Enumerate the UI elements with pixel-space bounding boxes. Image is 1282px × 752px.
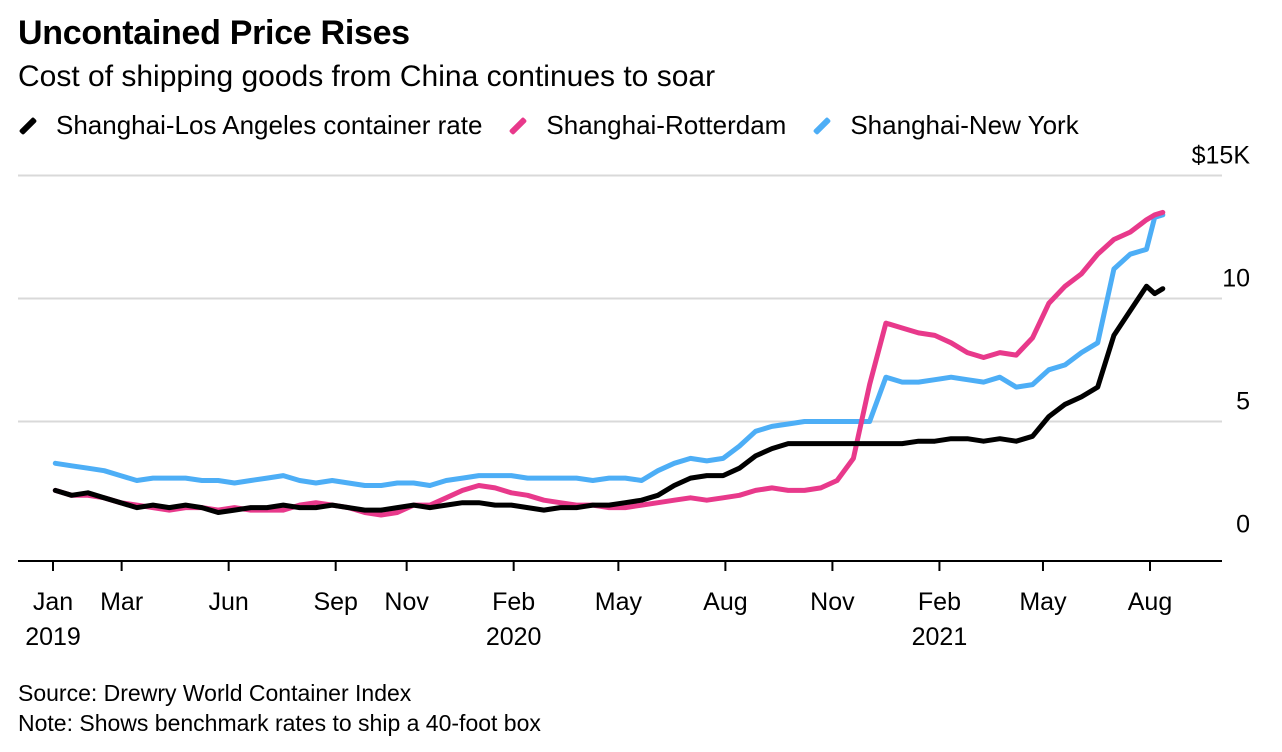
y-tick-label-5: 5 [1236,388,1250,416]
series-line-shanghai-rotterdam [52,209,1166,518]
x-tick-year-0: 2019 [25,623,81,651]
x-tick-label-0: Jan [33,588,73,616]
line-chart: 0 5 10 $15K Jan 2019 Mar Jun Sep Nov Feb 2020 May Aug… [18,142,1251,651]
y-tick-label-15: $15K [1192,142,1251,170]
x-tick-label-5: Feb [492,588,535,616]
x-tick-label-10: May [1019,588,1067,616]
legend-swatch-los-angeles [18,116,38,135]
legend-label-los-angeles: Shanghai-Los Angeles container rate [56,110,483,140]
legend: Shanghai-Los Angeles container rate Shan… [18,110,1105,141]
x-tick-year-9: 2021 [912,623,968,651]
series-line-shanghai-los-angeles-container-rate [52,283,1166,515]
x-tick-label-9: Feb [918,588,961,616]
legend-label-new-york: Shanghai-New York [850,110,1079,140]
y-tick-label-10: 10 [1222,265,1250,293]
x-tick-year-5: 2020 [486,623,542,651]
x-tick-label-8: Nov [810,588,855,616]
x-tick-label-4: Nov [384,588,429,616]
footnote: Note: Shows benchmark rates to ship a 40… [18,710,541,736]
footer: Source: Drewry World Container Index Not… [18,678,541,738]
legend-item-los-angeles: Shanghai-Los Angeles container rate [18,110,482,141]
chart-title: Uncontained Price Rises [18,14,410,52]
x-tick-label-2: Jun [209,588,249,616]
x-tick-label-7: Aug [703,588,747,616]
legend-swatch-rotterdam [509,116,528,135]
legend-item-new-york: Shanghai-New York [812,110,1079,141]
x-tick-label-3: Sep [313,588,357,616]
x-tick-label-11: Aug [1128,588,1172,616]
x-tick-label-6: May [595,588,643,616]
y-tick-label-0: 0 [1236,511,1250,539]
legend-item-rotterdam: Shanghai-Rotterdam [508,110,786,141]
x-tick-label-1: Mar [100,588,143,616]
source-note: Source: Drewry World Container Index [18,680,412,706]
legend-swatch-new-york [813,116,832,135]
legend-label-rotterdam: Shanghai-Rotterdam [546,110,787,140]
series-line-shanghai-new-york [52,212,1166,488]
chart-subtitle: Cost of shipping goods from China contin… [18,60,716,93]
